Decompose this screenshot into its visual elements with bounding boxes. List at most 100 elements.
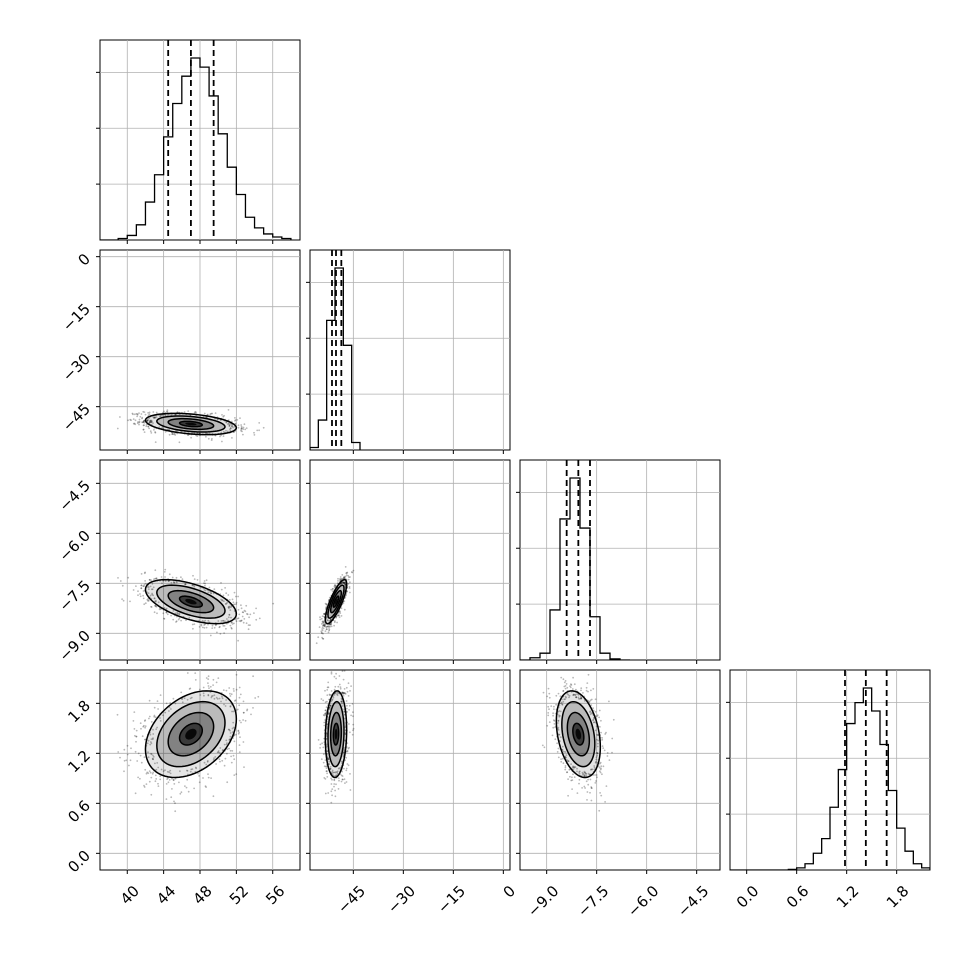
pair-panel-2-1-point [319,616,321,619]
pair-panel-3-0-contour-0 [178,722,204,746]
pair-panel-3-1-point [342,692,345,694]
pair-panel-3-1-point [352,715,354,718]
pair-panel-1-0-point [234,422,237,425]
pair-panel-3-1-point [319,743,322,746]
pair-panel-3-1-point [341,700,343,703]
pair-panel-1-0-point [136,413,139,415]
pair-panel-2-0-point [220,588,223,591]
pair-panel-3-1-point [345,767,348,770]
pair-panel-3-2-point [562,757,564,760]
x-tick-label-col3-3: 1.8 [883,882,913,912]
pair-panel-1-0-point [176,411,179,413]
pair-panel-3-0-point [178,781,180,784]
pair-panel-3-0-point [216,751,219,754]
pair-panel-3-1-point [348,704,351,707]
pair-panel-3-1-point [328,763,330,766]
pair-panel-1-0-point [210,412,213,415]
pair-panel-3-0-point [242,711,245,714]
hist-panel-1-frame [309,249,511,451]
pair-panel-3-0-point [148,715,151,718]
pair-panel-3-2-point [590,698,593,701]
pair-panel-3-2-point [596,752,599,754]
pair-panel-3-2-point [557,692,560,695]
pair-panel-2-0-point [242,621,245,624]
pair-panel-3-0-point [156,700,159,702]
pair-panel-2-1-point [334,586,336,589]
pair-panel-2-1-point [325,603,328,605]
pair-panel-1-0-point [151,420,153,423]
pair-panel-3-2-point [554,738,557,741]
pair-panel-3-2-point [593,766,596,769]
pair-panel-1-0-point [148,411,151,414]
pair-panel-3-0-point [217,751,220,754]
pair-panel-3-1-point [342,751,345,753]
pair-panel-1-0-point [245,427,248,429]
pair-panel-3-1-point [349,690,351,692]
pair-panel-3-2-point [548,696,551,699]
pair-panel-1-0-point [140,413,143,415]
pair-panel-3-0-point [153,706,156,709]
pair-panel-3-1-point [317,739,320,741]
pair-panel-2-1-point [339,578,342,580]
pair-panel-2-0-point [228,599,231,601]
pair-panel-2-1-point [349,591,351,594]
pair-panel-3-0-point [159,720,162,722]
pair-panel-2-1-point [338,614,341,617]
pair-panel-2-0-point [230,626,233,629]
pair-panel-2-0-point [143,583,146,586]
pair-panel-3-2-point [572,694,574,696]
pair-panel-2-1-point [321,615,324,618]
x-tick-label-col3-0: 0.0 [733,882,763,912]
pair-panel-3-0-point [146,771,149,774]
pair-panel-2-0-point [227,594,230,596]
pair-panel-3-1-point [330,777,332,780]
pair-panel-3-0-point [150,738,153,740]
pair-panel-3-1-point [323,724,326,727]
pair-panel-3-2-point [583,775,586,778]
pair-panel-3-0-point [174,802,176,805]
pair-panel-2-0-point [243,618,246,620]
pair-panel-2-1-point [318,626,321,628]
pair-panel-3-2-point [599,761,602,764]
pair-panel-3-0-point [218,758,221,761]
pair-panel-1-0-point [132,422,135,425]
pair-panel-1-0-point [142,410,145,413]
pair-panel-3-1-point [336,771,339,774]
pair-panel-2-0-point [235,601,238,604]
pair-panel-2-0-point [200,623,203,626]
x-tick-label-col2-3: −4.5 [674,882,712,920]
pair-panel-3-0-point [230,761,233,764]
pair-panel-2-0-point [222,600,225,603]
pair-panel-3-1-point [326,718,329,720]
pair-panel-3-0-point [143,784,145,787]
pair-panel-2-0-point [168,573,171,576]
pair-panel-3-1-point [340,701,343,703]
pair-panel-3-1-point [333,783,336,785]
pair-panel-2-0-point [152,594,155,597]
pair-panel-3-2-point [563,685,566,688]
pair-panel-2-0-point [204,623,206,626]
pair-panel-3-0-point [216,698,219,700]
pair-panel-2-0-point [192,627,194,630]
pair-panel-2-1-point [322,624,325,627]
hist-panel-3-frame [729,669,931,871]
pair-panel-3-1-point [343,778,346,781]
pair-panel-2-1-point [317,636,320,639]
pair-panel-2-1-point [322,624,325,626]
pair-panel-3-1-point [345,769,348,772]
pair-panel-1-0-point [127,419,129,422]
pair-panel-3-0-point [152,758,154,760]
pair-panel-2-1-point [336,582,339,584]
pair-panel-3-0-point [150,742,153,745]
pair-panel-1-0-point [141,421,144,424]
pair-panel-3-0-point [218,752,221,754]
pair-panel-3-2-point [548,708,550,711]
pair-panel-3-1-point [331,770,334,773]
pair-panel-1-0-point [132,418,135,420]
pair-panel-3-2-point [590,768,592,771]
pair-panel-3-0-point [232,754,235,757]
pair-panel-3-1-point [352,723,355,726]
pair-panel-1-0-point [228,424,231,427]
pair-panel-2-0-point [140,587,143,590]
pair-panel-3-1-point [350,685,352,687]
